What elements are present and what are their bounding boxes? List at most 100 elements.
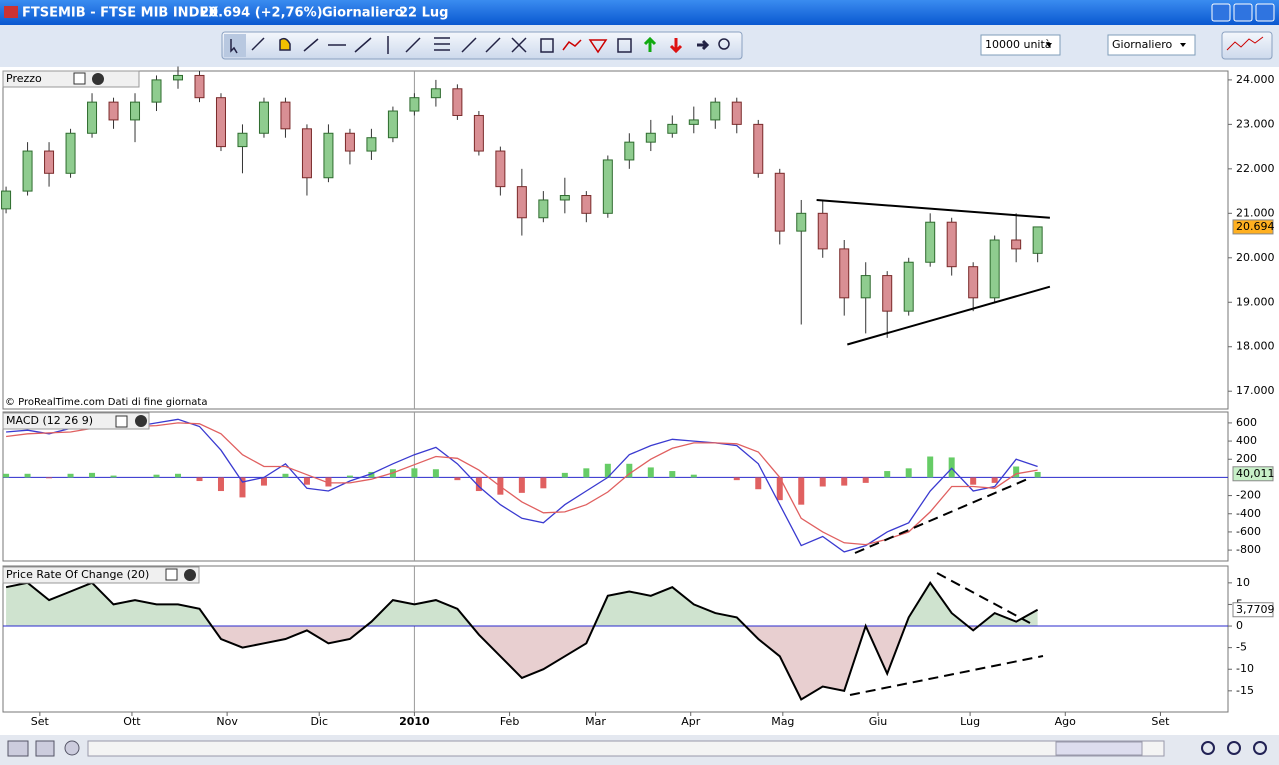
current-value-tag <box>1232 602 1274 618</box>
y-tick-label: 17.000 <box>1236 384 1275 397</box>
y-tick-label: -15 <box>1236 684 1254 697</box>
window-date: 22 Lug <box>399 6 448 21</box>
histogram-bar <box>776 477 783 501</box>
histogram-bar <box>604 463 611 478</box>
zoom-in-button[interactable] <box>1201 741 1215 755</box>
mail-button[interactable] <box>7 740 29 757</box>
histogram-bar <box>67 473 74 478</box>
candle-body <box>581 195 592 214</box>
zoom-tool[interactable] <box>718 38 730 50</box>
x-tick-label: Set <box>31 715 50 728</box>
y-tick-label: 200 <box>1236 452 1257 465</box>
y-tick-label: -800 <box>1236 543 1261 556</box>
period-value[interactable]: Giornaliero <box>1112 38 1173 51</box>
candle-body <box>65 132 76 174</box>
maximize-button[interactable] <box>1233 3 1253 22</box>
pointer-tool[interactable] <box>224 34 246 57</box>
drawn-trendlines <box>849 477 1044 696</box>
histogram-bar <box>733 477 740 481</box>
histogram-bar <box>239 477 246 498</box>
indicator-button[interactable] <box>1221 31 1273 60</box>
panel-close-button[interactable] <box>184 569 196 581</box>
macd-line <box>6 418 1038 553</box>
close-button[interactable] <box>1255 3 1275 22</box>
histogram-bar <box>175 473 181 478</box>
candle-body <box>968 266 979 299</box>
panel-close-button[interactable] <box>135 415 147 427</box>
panel-title: MACD (12 26 9) <box>6 414 93 427</box>
y-tick-label: -5 <box>1236 641 1247 654</box>
panel-window-button[interactable] <box>73 72 86 85</box>
y-tick-label: -400 <box>1236 507 1261 520</box>
candle-body <box>624 141 635 161</box>
period-select[interactable] <box>1107 34 1196 56</box>
up-arrow-tool[interactable] <box>643 36 657 52</box>
window-period: Giornaliero <box>322 6 404 21</box>
candle-body <box>817 212 828 250</box>
candle-body <box>173 74 183 81</box>
minimize-button[interactable] <box>1211 3 1231 22</box>
y-tick-label: 23.000 <box>1236 117 1275 130</box>
roc-panel <box>2 565 1229 713</box>
histogram-bar <box>798 477 805 505</box>
x-tick-label: Set <box>1151 715 1170 728</box>
candle-body <box>839 248 850 299</box>
text-tool[interactable] <box>617 38 632 53</box>
macd-line <box>6 422 1038 546</box>
panel-title: Prezzo <box>6 72 42 85</box>
candle-body <box>645 132 656 143</box>
candle-body <box>538 199 549 219</box>
y-tick-label: 22.000 <box>1236 162 1275 175</box>
panel-title: Price Rate Of Change (20) <box>6 568 149 581</box>
indicator-icon[interactable] <box>1226 36 1264 51</box>
pointer-icon[interactable] <box>230 39 238 54</box>
tools-icon[interactable] <box>511 37 527 53</box>
histogram-bar <box>46 477 53 479</box>
zoom-out-button[interactable] <box>1227 741 1241 755</box>
histogram-bar <box>368 471 375 478</box>
histogram-bar <box>24 473 31 478</box>
panel-window-button[interactable] <box>165 568 178 581</box>
roc-trendline <box>936 572 1031 624</box>
candle-body <box>753 123 764 174</box>
scroll-thumb[interactable] <box>1055 741 1143 756</box>
panel-close-button[interactable] <box>92 73 104 85</box>
candle-body <box>516 186 527 219</box>
down-arrow-tool[interactable] <box>669 38 683 54</box>
dropdown-arrow[interactable] <box>1180 43 1186 47</box>
candle-body <box>882 275 893 312</box>
right-arrow-tool[interactable] <box>697 39 710 51</box>
panel-header <box>2 70 140 88</box>
histogram-bar <box>540 477 547 489</box>
x-tick-label: Feb <box>500 715 519 728</box>
candle-body <box>323 132 334 179</box>
trash-tool[interactable] <box>540 38 554 53</box>
y-tick-label: 18.000 <box>1236 340 1275 353</box>
scrollbar[interactable] <box>87 740 1165 757</box>
line-tools[interactable] <box>303 36 501 54</box>
tool-icons <box>224 34 730 57</box>
candle-body <box>22 150 33 192</box>
alert-tool[interactable] <box>279 37 291 51</box>
quantity-select[interactable] <box>980 34 1061 56</box>
histogram-bar <box>411 468 418 478</box>
dropdown-arrow[interactable] <box>1046 43 1052 47</box>
print-button[interactable] <box>35 740 55 757</box>
panel-header <box>2 566 200 584</box>
y-tick-label: 20.000 <box>1236 251 1275 264</box>
fib-tools[interactable] <box>562 39 608 54</box>
candle-body <box>1 190 12 210</box>
candle-body <box>194 74 205 99</box>
histogram-bar <box>217 477 224 492</box>
panel-window-button[interactable] <box>115 415 128 428</box>
histogram-bar <box>841 477 848 486</box>
histogram-bar <box>690 474 697 478</box>
ruler-tool[interactable] <box>251 37 265 51</box>
quantity-value[interactable]: 10000 unità <box>985 38 1052 51</box>
candle-body <box>860 275 871 299</box>
link-button[interactable] <box>64 740 80 756</box>
histogram-bar <box>325 477 332 487</box>
zoom-reset-button[interactable] <box>1253 741 1267 755</box>
